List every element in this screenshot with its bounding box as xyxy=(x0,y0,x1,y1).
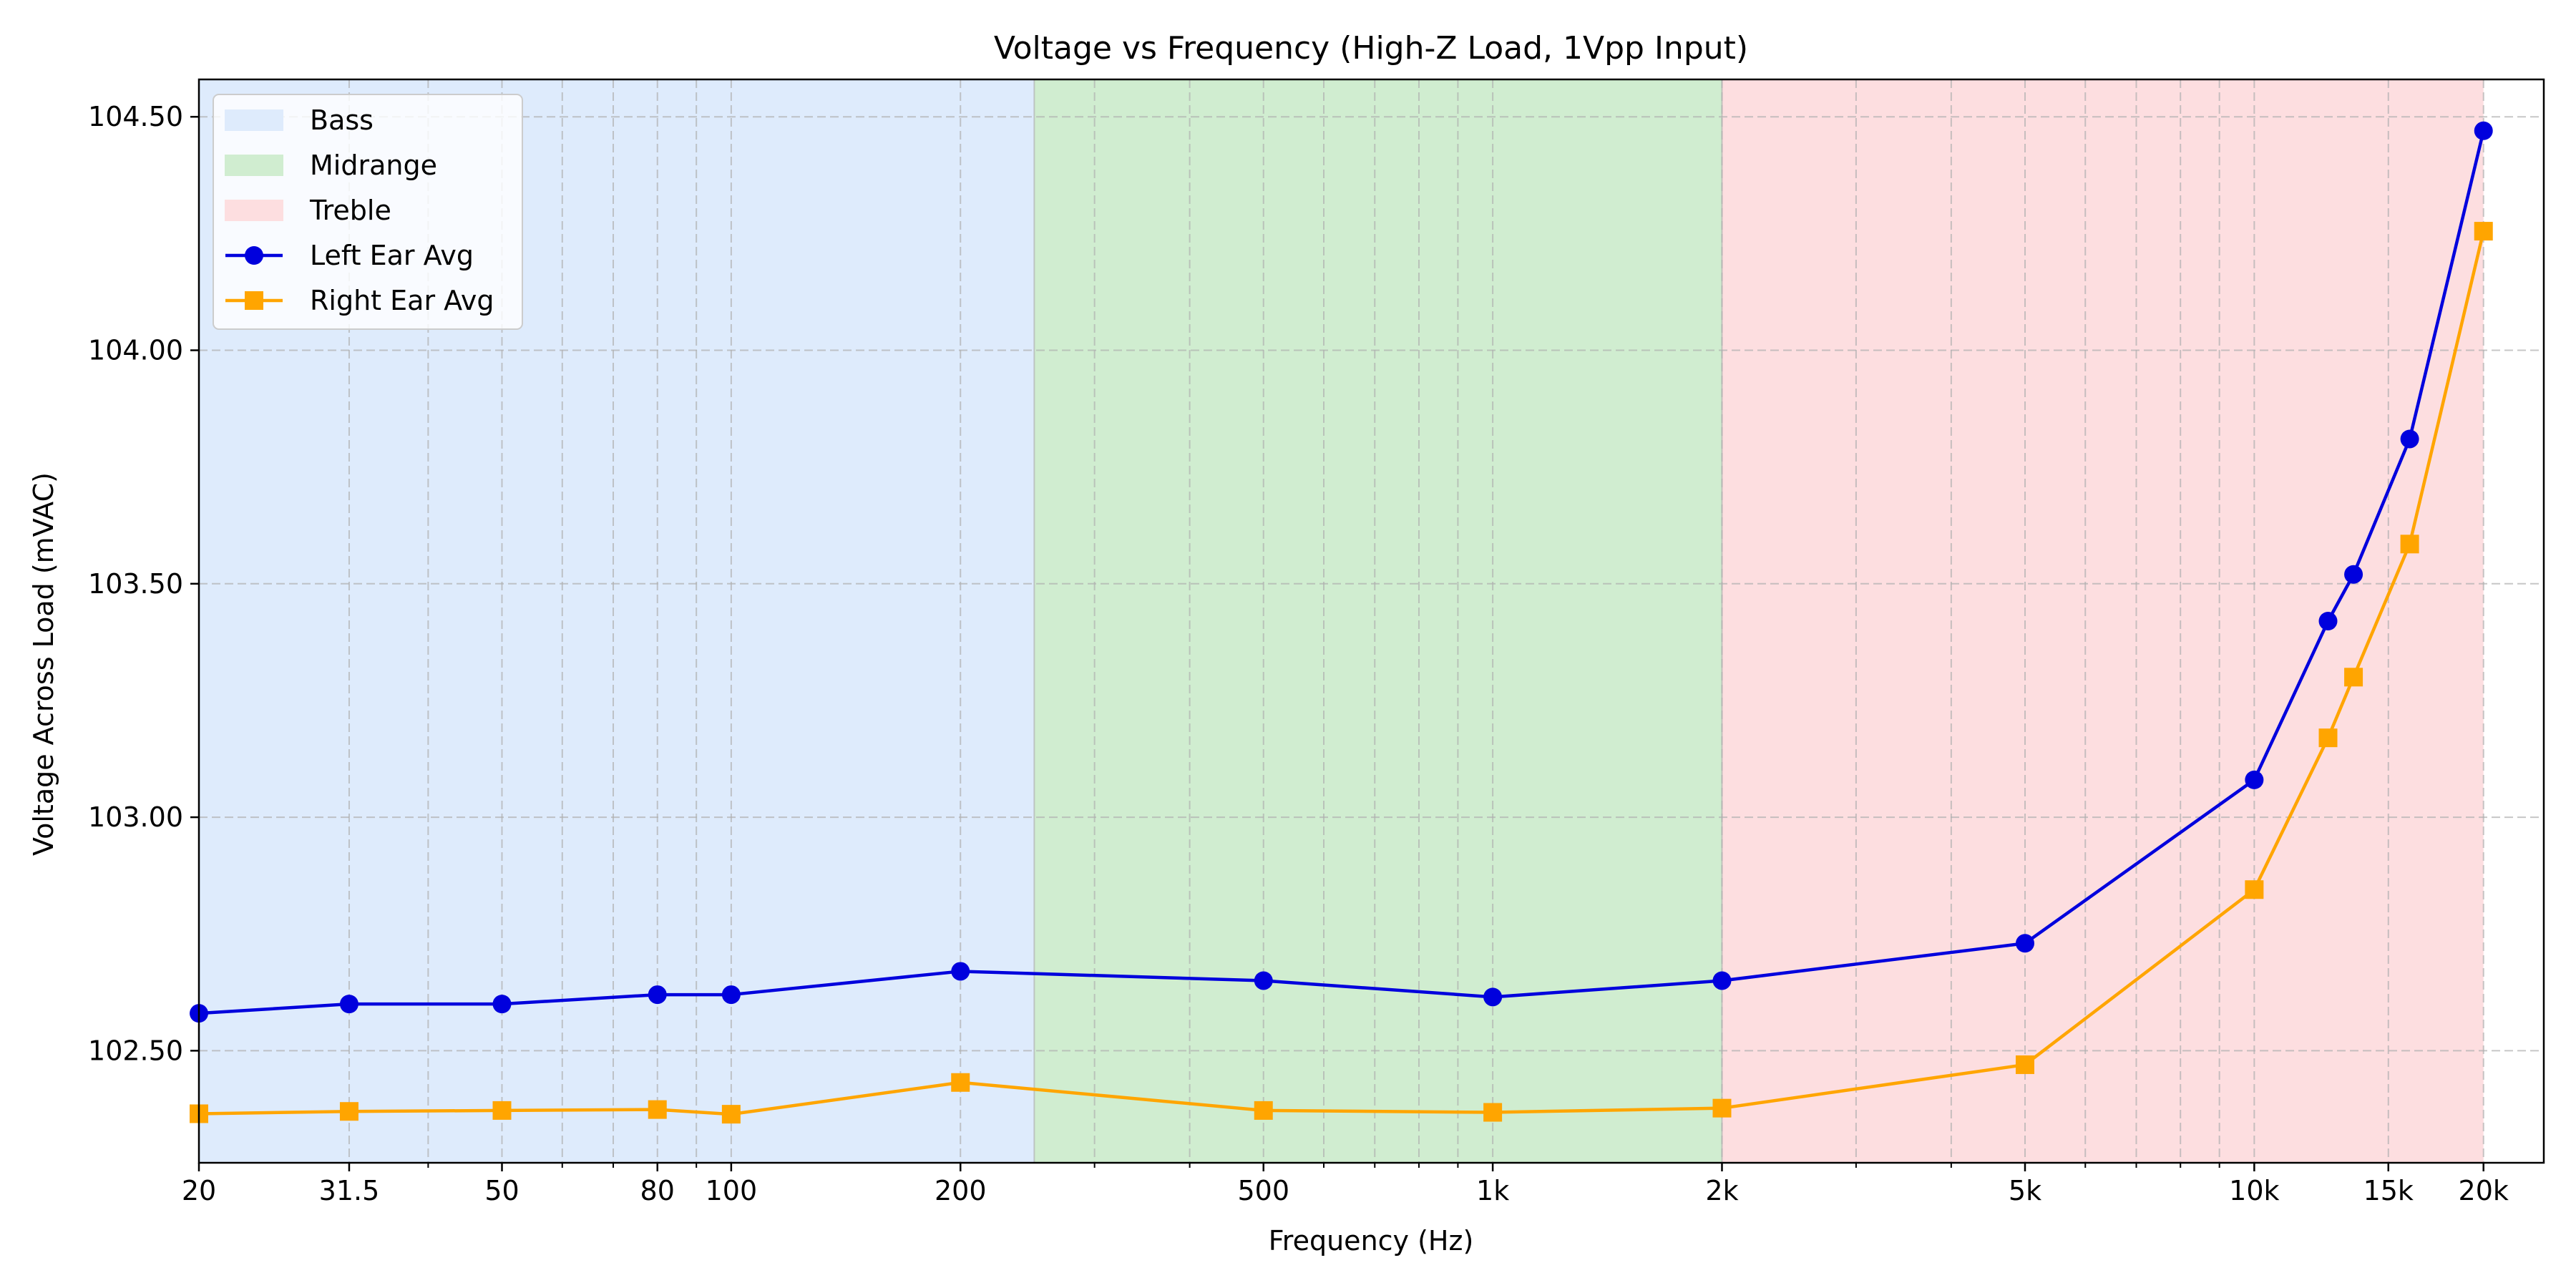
x-axis-ticks: 20 31.5 50 80 100 200 500 1k 2k 5k 10k 15k 20k xyxy=(182,1163,2509,1206)
data-point-left-ear-avg xyxy=(648,985,667,1005)
data-point-left-ear-avg xyxy=(2245,770,2264,789)
data-point-left-ear-avg xyxy=(492,995,512,1014)
data-point-left-ear-avg xyxy=(1712,971,1732,990)
band-midrange xyxy=(1034,79,1722,1163)
data-point-right-ear-avg xyxy=(2400,535,2419,554)
data-point-left-ear-avg xyxy=(2474,121,2493,140)
legend-swatch-midrange xyxy=(225,155,283,176)
x-tick-label: 80 xyxy=(640,1175,675,1206)
legend-swatch-treble xyxy=(225,200,283,221)
x-tick-label: 100 xyxy=(706,1175,758,1206)
data-point-right-ear-avg xyxy=(2015,1055,2034,1074)
data-point-right-ear-avg xyxy=(492,1101,512,1120)
y-axis-label: Voltage Across Load (mVAC) xyxy=(28,472,59,856)
legend-marker xyxy=(245,291,263,310)
x-tick-label: 500 xyxy=(1237,1175,1289,1206)
band-treble xyxy=(1722,79,2484,1163)
data-point-left-ear-avg xyxy=(2318,612,2338,630)
legend-swatch-bass xyxy=(225,109,283,131)
x-axis-label: Frequency (Hz) xyxy=(1269,1225,1474,1257)
x-tick-label: 50 xyxy=(484,1175,519,1206)
data-point-right-ear-avg xyxy=(2474,222,2493,241)
data-point-left-ear-avg xyxy=(339,995,358,1014)
legend-label: Midrange xyxy=(310,150,437,181)
series-markers xyxy=(190,121,2493,1124)
legend-label: Left Ear Avg xyxy=(310,240,474,271)
data-point-right-ear-avg xyxy=(2245,880,2264,899)
data-point-right-ear-avg xyxy=(951,1073,970,1092)
legend: Bass Midrange Treble Left Ear Avg Right Ear … xyxy=(213,94,523,330)
data-point-right-ear-avg xyxy=(339,1102,358,1121)
legend-label: Treble xyxy=(309,195,391,226)
x-tick-label: 5k xyxy=(2009,1175,2041,1206)
x-tick-label: 2k xyxy=(1705,1175,1738,1206)
data-point-left-ear-avg xyxy=(1483,987,1503,1007)
x-tick-label: 10k xyxy=(2229,1175,2279,1206)
x-tick-label: 20 xyxy=(182,1175,216,1206)
legend-label: Bass xyxy=(310,104,374,136)
data-point-left-ear-avg xyxy=(1254,971,1273,990)
data-point-right-ear-avg xyxy=(721,1105,741,1124)
data-point-left-ear-avg xyxy=(951,962,970,981)
plot-frame xyxy=(197,78,2545,1164)
data-point-left-ear-avg xyxy=(2015,934,2034,953)
data-point-right-ear-avg xyxy=(2318,728,2338,748)
data-point-right-ear-avg xyxy=(1254,1101,1273,1120)
x-tick-label: 200 xyxy=(935,1175,987,1206)
frequency-bands xyxy=(199,79,2484,1163)
x-tick-label: 31.5 xyxy=(319,1175,380,1206)
data-point-right-ear-avg xyxy=(2344,668,2363,687)
legend-label: Right Ear Avg xyxy=(310,285,494,316)
x-tick-label: 20k xyxy=(2459,1175,2509,1206)
y-tick-label: 103.00 xyxy=(88,801,183,833)
y-tick-label: 102.50 xyxy=(88,1035,183,1066)
x-tick-label: 1k xyxy=(1476,1175,1509,1206)
y-tick-label: 104.50 xyxy=(88,101,183,132)
y-tick-label: 104.00 xyxy=(88,335,183,366)
x-tick-label: 15k xyxy=(2363,1175,2414,1206)
y-axis-ticks: 102.50 103.00 103.50 104.00 104.50 xyxy=(88,101,199,1066)
data-point-right-ear-avg xyxy=(648,1100,667,1119)
y-tick-label: 103.50 xyxy=(88,568,183,600)
legend-box xyxy=(213,94,523,330)
data-point-left-ear-avg xyxy=(721,985,741,1005)
data-point-right-ear-avg xyxy=(1712,1098,1732,1118)
legend-marker xyxy=(245,246,263,265)
data-point-right-ear-avg xyxy=(1483,1103,1503,1122)
data-point-left-ear-avg xyxy=(2400,429,2419,449)
data-point-left-ear-avg xyxy=(2344,565,2363,584)
chart-title: Voltage vs Frequency (High-Z Load, 1Vpp … xyxy=(994,30,1748,67)
